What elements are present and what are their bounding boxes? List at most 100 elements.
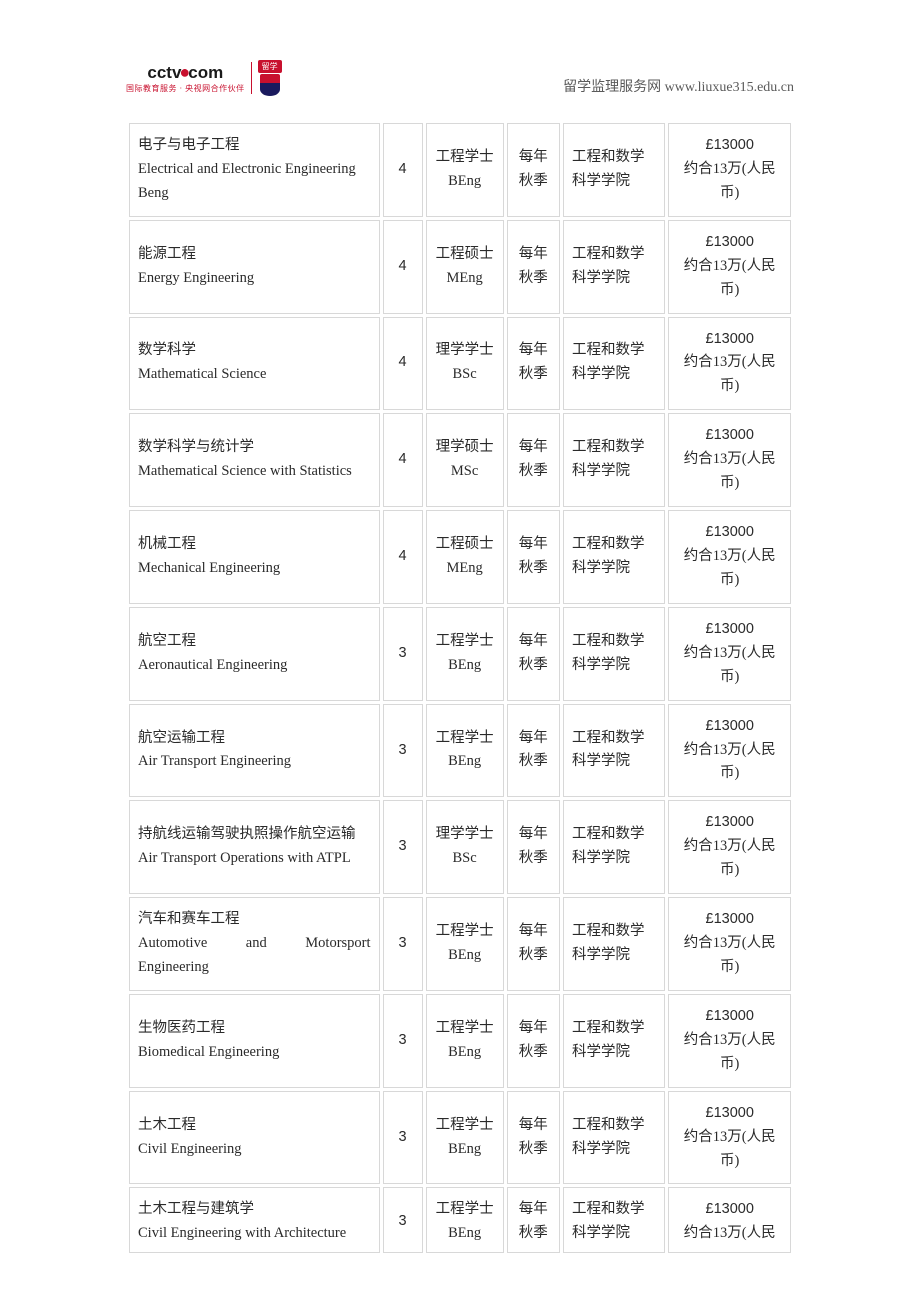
program-name-en: Mechanical Engineering bbox=[138, 557, 371, 581]
school-cell: 工程和数学科学学院 bbox=[563, 510, 665, 604]
school-cell: 工程和数学科学学院 bbox=[563, 607, 665, 701]
program-name-cn: 数学科学与统计学 bbox=[138, 436, 371, 460]
degree-cell: 工程学士BEng bbox=[426, 1091, 504, 1185]
logo-subtitle: 国际教育服务 · 央视网合作伙伴 bbox=[126, 83, 245, 94]
semester-cell: 每年秋季 bbox=[507, 123, 560, 217]
duration-cell: 3 bbox=[383, 994, 423, 1088]
school-cell: 工程和数学科学学院 bbox=[563, 800, 665, 894]
fee-rmb: 约合13万(人民币) bbox=[677, 1126, 782, 1174]
fee-cell: £13000约合13万(人民币) bbox=[668, 607, 791, 701]
fee-gbp: £13000 bbox=[677, 328, 782, 352]
shield-icon bbox=[260, 74, 280, 96]
school-cell: 工程和数学科学学院 bbox=[563, 413, 665, 507]
fee-gbp: £13000 bbox=[677, 521, 782, 545]
program-name-cell: 航空运输工程Air Transport Engineering bbox=[129, 704, 380, 798]
fee-cell: £13000约合13万(人民币) bbox=[668, 413, 791, 507]
school-cell: 工程和数学科学学院 bbox=[563, 994, 665, 1088]
program-name-cn: 能源工程 bbox=[138, 243, 371, 267]
program-name-en: Electrical and Electronic Engineering Be… bbox=[138, 158, 371, 206]
degree-en: MEng bbox=[435, 267, 495, 291]
degree-en: BEng bbox=[435, 750, 495, 774]
program-name-en: Mathematical Science bbox=[138, 363, 371, 387]
degree-en: BEng bbox=[435, 1222, 495, 1246]
logo-group: cctv●com 国际教育服务 · 央视网合作伙伴 留学 bbox=[126, 60, 282, 96]
program-name-cn: 航空工程 bbox=[138, 630, 371, 654]
degree-cell: 理学学士BSc bbox=[426, 317, 504, 411]
duration-cell: 4 bbox=[383, 510, 423, 604]
school-cell: 工程和数学科学学院 bbox=[563, 1091, 665, 1185]
program-name-en: Civil Engineering bbox=[138, 1138, 371, 1162]
fee-gbp: £13000 bbox=[677, 231, 782, 255]
program-name-cell: 汽车和赛车工程Automotive and Motorsport Enginee… bbox=[129, 897, 380, 991]
degree-cn: 工程学士 bbox=[435, 1114, 495, 1138]
semester-cell: 每年秋季 bbox=[507, 897, 560, 991]
program-name-cell: 航空工程Aeronautical Engineering bbox=[129, 607, 380, 701]
fee-gbp: £13000 bbox=[677, 618, 782, 642]
school-cell: 工程和数学科学学院 bbox=[563, 897, 665, 991]
program-name-en: Biomedical Engineering bbox=[138, 1041, 371, 1065]
program-name-cell: 生物医药工程Biomedical Engineering bbox=[129, 994, 380, 1088]
fee-gbp: £13000 bbox=[677, 1005, 782, 1029]
document-page: cctv●com 国际教育服务 · 央视网合作伙伴 留学 留学监理服务网 www… bbox=[0, 0, 920, 1256]
program-name-cell: 数学科学与统计学Mathematical Science with Statis… bbox=[129, 413, 380, 507]
degree-cn: 工程学士 bbox=[435, 1017, 495, 1041]
fee-rmb: 约合13万(人民币) bbox=[677, 642, 782, 690]
fee-rmb: 约合13万(人民币) bbox=[677, 932, 782, 980]
program-name-cn: 土木工程与建筑学 bbox=[138, 1198, 371, 1222]
logo-text-left: cctv bbox=[147, 63, 181, 83]
program-name-cn: 机械工程 bbox=[138, 533, 371, 557]
fee-cell: £13000约合13万(人民 bbox=[668, 1187, 791, 1253]
program-name-en: Civil Engineering with Architecture bbox=[138, 1222, 371, 1246]
program-name-cn: 土木工程 bbox=[138, 1114, 371, 1138]
badge-text: 留学 bbox=[258, 60, 282, 73]
fee-rmb: 约合13万(人民币) bbox=[677, 739, 782, 787]
degree-en: BEng bbox=[435, 944, 495, 968]
table-row: 土木工程与建筑学Civil Engineering with Architect… bbox=[129, 1187, 791, 1253]
table-row: 能源工程Energy Engineering4工程硕士MEng每年秋季工程和数学… bbox=[129, 220, 791, 314]
semester-cell: 每年秋季 bbox=[507, 994, 560, 1088]
degree-cn: 工程学士 bbox=[435, 630, 495, 654]
fee-cell: £13000约合13万(人民币) bbox=[668, 510, 791, 604]
table-row: 土木工程Civil Engineering3工程学士BEng每年秋季工程和数学科… bbox=[129, 1091, 791, 1185]
fee-rmb: 约合13万(人民币) bbox=[677, 351, 782, 399]
semester-cell: 每年秋季 bbox=[507, 510, 560, 604]
program-name-cn: 生物医药工程 bbox=[138, 1017, 371, 1041]
program-name-en: Energy Engineering bbox=[138, 267, 371, 291]
program-name-en: Air Transport Engineering bbox=[138, 750, 371, 774]
duration-cell: 3 bbox=[383, 704, 423, 798]
site-url: 留学监理服务网 www.liuxue315.edu.cn bbox=[563, 76, 794, 96]
degree-cn: 工程学士 bbox=[435, 1198, 495, 1222]
semester-cell: 每年秋季 bbox=[507, 607, 560, 701]
degree-en: BEng bbox=[435, 1041, 495, 1065]
school-cell: 工程和数学科学学院 bbox=[563, 317, 665, 411]
table-row: 汽车和赛车工程Automotive and Motorsport Enginee… bbox=[129, 897, 791, 991]
semester-cell: 每年秋季 bbox=[507, 1091, 560, 1185]
duration-cell: 3 bbox=[383, 607, 423, 701]
program-name-en: Aeronautical Engineering bbox=[138, 654, 371, 678]
degree-cell: 工程学士BEng bbox=[426, 123, 504, 217]
duration-cell: 3 bbox=[383, 800, 423, 894]
school-cell: 工程和数学科学学院 bbox=[563, 704, 665, 798]
fee-gbp: £13000 bbox=[677, 715, 782, 739]
degree-cn: 工程硕士 bbox=[435, 243, 495, 267]
logo-divider bbox=[251, 62, 252, 94]
degree-cn: 工程学士 bbox=[435, 920, 495, 944]
fee-rmb: 约合13万(人民币) bbox=[677, 545, 782, 593]
program-name-cell: 机械工程Mechanical Engineering bbox=[129, 510, 380, 604]
program-name-cell: 持航线运输驾驶执照操作航空运输Air Transport Operations … bbox=[129, 800, 380, 894]
degree-cell: 工程硕士MEng bbox=[426, 220, 504, 314]
fee-rmb: 约合13万(人民币) bbox=[677, 255, 782, 303]
school-cell: 工程和数学科学学院 bbox=[563, 123, 665, 217]
degree-en: BEng bbox=[435, 1138, 495, 1162]
program-name-cn: 航空运输工程 bbox=[138, 727, 371, 751]
duration-cell: 4 bbox=[383, 220, 423, 314]
table-row: 电子与电子工程Electrical and Electronic Enginee… bbox=[129, 123, 791, 217]
fee-cell: £13000约合13万(人民币) bbox=[668, 704, 791, 798]
fee-rmb: 约合13万(人民币) bbox=[677, 448, 782, 496]
duration-cell: 3 bbox=[383, 1187, 423, 1253]
program-name-cell: 数学科学Mathematical Science bbox=[129, 317, 380, 411]
logo-text-right: com bbox=[188, 63, 223, 83]
semester-cell: 每年秋季 bbox=[507, 220, 560, 314]
table-row: 航空运输工程Air Transport Engineering3工程学士BEng… bbox=[129, 704, 791, 798]
fee-gbp: £13000 bbox=[677, 1102, 782, 1126]
